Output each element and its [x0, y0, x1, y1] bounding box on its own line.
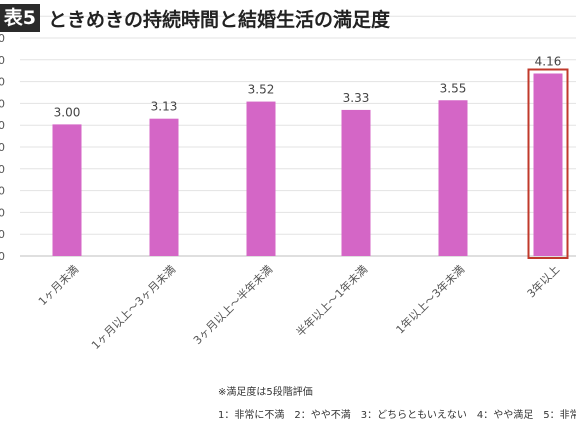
- y-tick-label: 0: [0, 54, 5, 67]
- y-tick-label: 0: [0, 250, 5, 263]
- bar: [533, 73, 563, 256]
- title-text: ときめきの持続時間と結婚生活の満足度: [48, 8, 391, 31]
- y-tick-label: 0: [0, 119, 5, 132]
- data-label: 3.52: [248, 83, 275, 97]
- footnote-scale: 1：非常に不満 2：やや不満 3：どちらともいえない 4：やや満足 5：非常に満: [218, 410, 576, 421]
- footnote-note: ※満足度は5段階評価: [218, 387, 313, 398]
- data-label: 3.33: [343, 91, 370, 105]
- bar: [341, 109, 371, 256]
- y-tick-label: 0: [0, 32, 5, 45]
- x-category-label: 3ヶ月以上～半年未満: [190, 262, 275, 347]
- y-tick-label: 0: [0, 185, 5, 198]
- y-tick-label: 0: [0, 163, 5, 176]
- x-category-label: 3年以上: [524, 262, 562, 300]
- y-tick-label: 0: [0, 206, 5, 219]
- y-tick-label: 0: [0, 97, 5, 110]
- data-label: 3.00: [54, 105, 81, 119]
- bar: [246, 101, 276, 256]
- y-tick-label: 0: [0, 76, 5, 89]
- x-category-label: 1ヶ月以上～3ヶ月未満: [89, 263, 178, 352]
- y-tick-label: 0: [0, 141, 5, 154]
- highlight-box: [527, 68, 569, 259]
- title-badge: 表5: [0, 4, 40, 32]
- x-category-label: 1年以上～3年未満: [393, 262, 467, 336]
- chart-title: 表5 ときめきの持続時間と結婚生活の満足度: [0, 3, 390, 33]
- data-label: 4.16: [535, 55, 562, 69]
- x-category-label: 1ヶ月未満: [36, 263, 81, 308]
- bar: [52, 124, 82, 256]
- data-label: 3.55: [440, 81, 467, 95]
- data-label: 3.13: [151, 100, 178, 114]
- bar: [149, 118, 179, 256]
- x-category-label: 半年以上～1年未満: [293, 262, 370, 339]
- bar: [438, 100, 468, 256]
- y-tick-label: 0: [0, 228, 5, 241]
